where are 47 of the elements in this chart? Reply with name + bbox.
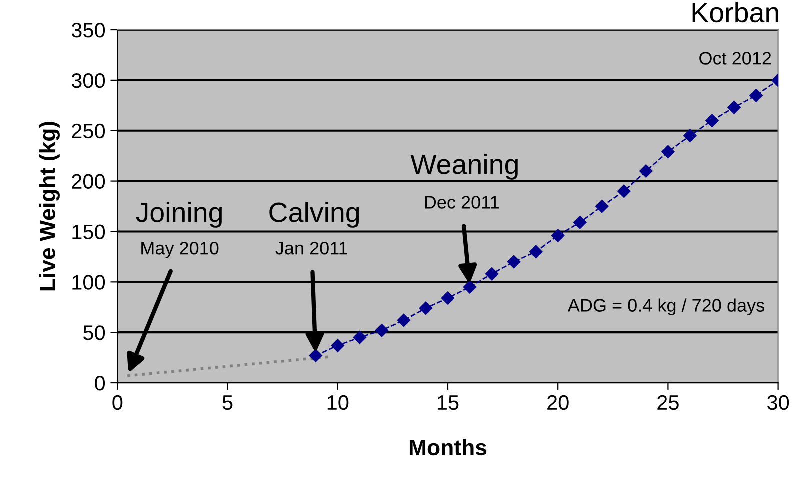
point: [640, 164, 653, 178]
annotation: Joining: [136, 202, 222, 228]
x-tick-label: 15: [438, 396, 459, 410]
point: [397, 314, 411, 328]
point: [728, 101, 741, 114]
y-tick-label: 150: [72, 224, 106, 240]
point: [684, 129, 697, 143]
annotation: May 2010: [142, 242, 219, 258]
annotation: Jan 2011: [276, 242, 348, 255]
point: [309, 349, 322, 362]
y-tick-label: 200: [72, 174, 106, 190]
x-tick-label: 5: [222, 396, 233, 410]
x-tick-label: 10: [328, 395, 349, 410]
point: [353, 331, 366, 344]
x-axis-title: Months: [410, 439, 487, 456]
point: [529, 245, 543, 258]
point: [463, 280, 477, 294]
x-tick-label: 20: [548, 395, 569, 410]
annotation: Oct 2012: [700, 52, 772, 65]
point: [662, 145, 675, 159]
x-tick-label: 30: [768, 395, 790, 410]
y-tick-label: 300: [72, 73, 106, 88]
point: [507, 255, 521, 269]
point: [485, 268, 499, 281]
annotation: Calving: [270, 202, 360, 228]
point: [706, 114, 719, 128]
y-tick-label: 350: [72, 23, 106, 38]
y-tick-label: 100: [72, 275, 106, 290]
annotation: Dec 2011: [425, 196, 499, 209]
point: [331, 339, 344, 352]
point: [552, 229, 565, 242]
point: [419, 302, 433, 315]
annotation: Weaning: [410, 154, 518, 180]
y-axis-title: Live Weight (kg): [39, 122, 60, 291]
y-tick-label: 0: [95, 376, 106, 391]
point: [375, 324, 389, 338]
point: [441, 292, 455, 305]
x-tick-label: 0: [112, 395, 123, 410]
point: [618, 184, 631, 198]
annotation: ADG = 0.4 kg / 720 days: [568, 298, 764, 316]
x-tick-label: 25: [658, 395, 679, 410]
point: [574, 216, 587, 230]
y-tick-label: 250: [72, 124, 106, 139]
y-tick-label: 50: [84, 326, 106, 340]
text: Korban: [692, 2, 778, 23]
point: [596, 200, 609, 214]
point: [750, 88, 763, 102]
